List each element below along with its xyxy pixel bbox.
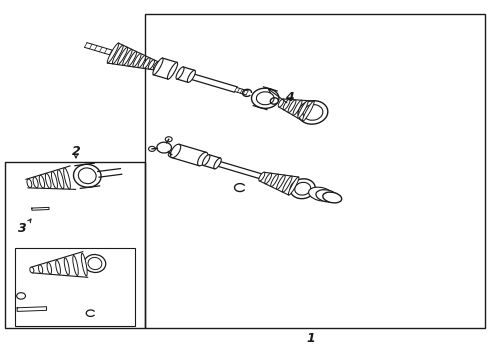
Ellipse shape xyxy=(84,255,106,273)
Ellipse shape xyxy=(81,253,87,276)
Ellipse shape xyxy=(57,170,64,189)
Ellipse shape xyxy=(288,177,299,195)
Ellipse shape xyxy=(282,176,292,192)
Ellipse shape xyxy=(288,100,296,113)
Ellipse shape xyxy=(112,45,123,64)
Ellipse shape xyxy=(259,172,265,181)
Ellipse shape xyxy=(73,256,78,275)
Ellipse shape xyxy=(74,164,101,187)
Ellipse shape xyxy=(202,155,210,166)
Ellipse shape xyxy=(302,101,314,121)
Ellipse shape xyxy=(143,58,150,68)
Ellipse shape xyxy=(293,100,302,116)
Ellipse shape xyxy=(107,43,119,63)
Ellipse shape xyxy=(30,267,34,273)
Circle shape xyxy=(168,152,175,157)
Ellipse shape xyxy=(78,168,96,184)
Ellipse shape xyxy=(47,262,51,274)
Ellipse shape xyxy=(153,62,159,70)
Ellipse shape xyxy=(256,92,274,105)
Ellipse shape xyxy=(56,260,60,274)
Ellipse shape xyxy=(276,175,285,189)
Ellipse shape xyxy=(214,158,221,169)
Bar xyxy=(15,248,135,326)
Ellipse shape xyxy=(197,152,208,166)
Ellipse shape xyxy=(316,190,338,202)
Circle shape xyxy=(148,146,155,151)
Text: 1: 1 xyxy=(307,332,316,345)
Ellipse shape xyxy=(148,60,154,69)
Ellipse shape xyxy=(171,144,181,158)
Ellipse shape xyxy=(270,174,278,186)
Ellipse shape xyxy=(323,192,342,203)
Ellipse shape xyxy=(64,258,69,275)
Text: 2: 2 xyxy=(72,145,80,158)
Ellipse shape xyxy=(294,183,311,195)
Ellipse shape xyxy=(118,47,128,65)
Ellipse shape xyxy=(303,105,323,120)
Ellipse shape xyxy=(64,168,71,189)
Circle shape xyxy=(165,137,172,142)
Ellipse shape xyxy=(128,51,137,66)
Bar xyxy=(145,14,485,328)
Ellipse shape xyxy=(278,99,284,107)
Ellipse shape xyxy=(46,174,51,188)
Ellipse shape xyxy=(176,67,184,79)
Ellipse shape xyxy=(27,179,32,188)
Ellipse shape xyxy=(138,55,146,68)
Ellipse shape xyxy=(298,101,308,118)
Ellipse shape xyxy=(187,70,196,82)
Ellipse shape xyxy=(88,257,102,270)
Ellipse shape xyxy=(298,101,328,124)
Ellipse shape xyxy=(39,175,45,188)
Text: 4: 4 xyxy=(285,91,294,104)
Ellipse shape xyxy=(33,177,38,188)
Ellipse shape xyxy=(309,187,333,201)
Ellipse shape xyxy=(168,62,178,79)
Ellipse shape xyxy=(251,88,279,108)
Text: 3: 3 xyxy=(18,222,27,235)
Ellipse shape xyxy=(157,142,172,153)
Ellipse shape xyxy=(133,54,141,67)
Ellipse shape xyxy=(51,171,57,189)
Ellipse shape xyxy=(153,58,163,75)
Ellipse shape xyxy=(39,265,43,273)
Ellipse shape xyxy=(290,179,315,199)
Ellipse shape xyxy=(283,99,290,110)
Ellipse shape xyxy=(265,173,271,184)
Bar xyxy=(5,162,145,328)
Ellipse shape xyxy=(122,49,132,66)
